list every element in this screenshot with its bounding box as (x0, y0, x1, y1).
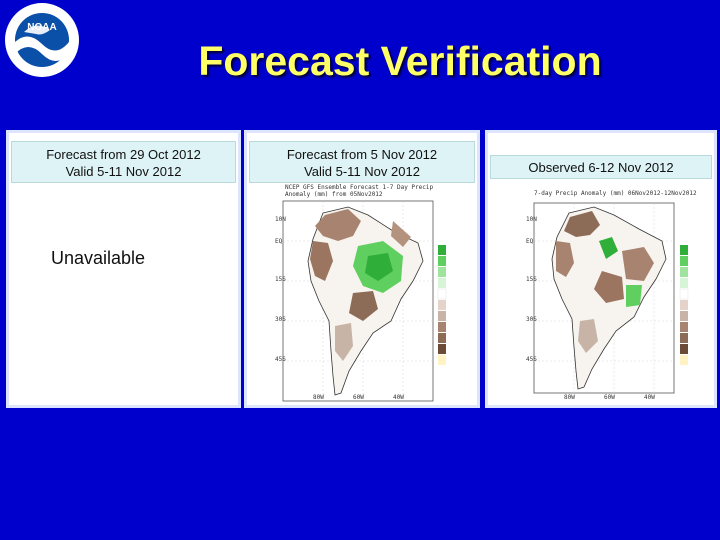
caption-line-1: Forecast from 29 Oct 2012 (46, 147, 201, 162)
svg-text:80W: 80W (313, 394, 324, 401)
svg-text:80W: 80W (564, 394, 575, 401)
svg-text:30S: 30S (526, 316, 537, 323)
svg-text:40W: 40W (393, 394, 404, 401)
svg-text:EQ: EQ (526, 238, 534, 245)
svg-text:10N: 10N (526, 216, 537, 223)
forecast-precip-anomaly-map: 10N EQ 15S 30S 45S 80W 60W 40W NCEP GFS Ense… (253, 181, 475, 405)
svg-text:60W: 60W (604, 394, 615, 401)
svg-text:45S: 45S (275, 356, 286, 363)
panel-forecast-oct29: Forecast from 29 Oct 2012 Valid 5-11 Nov… (6, 130, 241, 408)
noaa-logo: NOAA (4, 2, 80, 78)
unavailable-label: Unavailable (51, 248, 146, 268)
panel-observed-nov6: Observed 6-12 Nov 2012 10N EQ 15S 30S 45S 8… (485, 130, 717, 408)
caption-line-1: Observed 6-12 Nov 2012 (528, 160, 674, 175)
svg-text:15S: 15S (275, 276, 286, 283)
panel-forecast-nov5: Forecast from 5 Nov 2012 Valid 5-11 Nov … (244, 130, 480, 408)
svg-text:15S: 15S (526, 276, 537, 283)
svg-text:10N: 10N (275, 216, 286, 223)
caption-line-1: Forecast from 5 Nov 2012 (286, 147, 438, 162)
svg-text:30S: 30S (275, 316, 286, 323)
svg-text:NCEP GFS Ensemble Forecast 1-7: NCEP GFS Ensemble Forecast 1-7 Day Preci… (285, 184, 433, 191)
svg-text:Anomaly (mm) from 05Nov2012: Anomaly (mm) from 05Nov2012 (285, 191, 383, 198)
panel-caption: Observed 6-12 Nov 2012 (490, 155, 712, 179)
observed-precip-anomaly-map: 10N EQ 15S 30S 45S 80W 60W 40W 7-day Precip … (494, 181, 712, 405)
svg-text:40W: 40W (644, 394, 655, 401)
panel-caption: Forecast from 5 Nov 2012 Valid 5-11 Nov … (249, 141, 475, 183)
svg-text:EQ: EQ (275, 238, 283, 245)
logo-text: NOAA (27, 22, 56, 33)
svg-text:7-day Precip Anomaly (mm) 06No: 7-day Precip Anomaly (mm) 06Nov2012-12No… (534, 190, 697, 197)
panel-caption: Forecast from 29 Oct 2012 Valid 5-11 Nov… (11, 141, 236, 183)
svg-text:45S: 45S (526, 356, 537, 363)
caption-line-2: Valid 5-11 Nov 2012 (65, 164, 182, 179)
page-title: Forecast Verification (198, 38, 602, 84)
caption-line-2: Valid 5-11 Nov 2012 (304, 164, 420, 179)
svg-text:60W: 60W (353, 394, 364, 401)
